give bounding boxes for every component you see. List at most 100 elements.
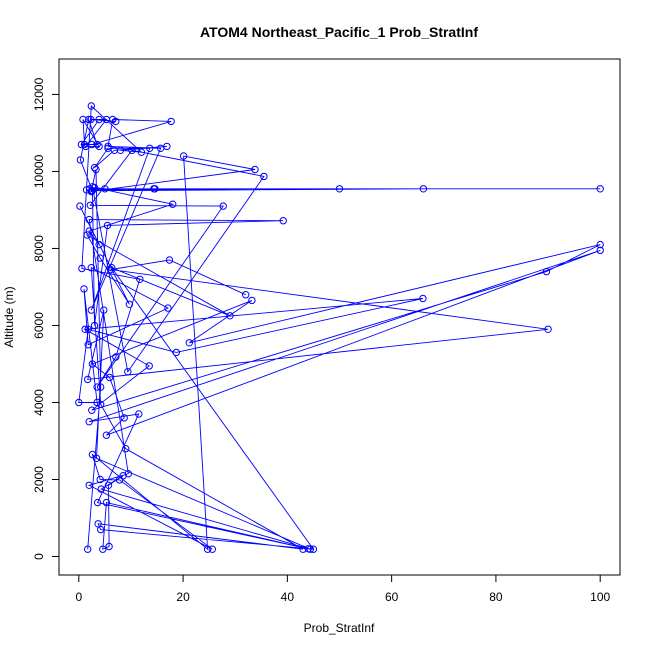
data-point xyxy=(251,165,259,174)
data-point xyxy=(99,545,107,553)
data-point xyxy=(106,265,115,274)
data-point xyxy=(112,353,120,361)
x-tick-label: 60 xyxy=(385,590,399,604)
data-point xyxy=(115,476,124,484)
data-point xyxy=(104,142,112,151)
data-point xyxy=(96,475,104,484)
data-point xyxy=(128,146,136,155)
data-point xyxy=(104,144,112,153)
data-point xyxy=(112,117,120,126)
series-layer xyxy=(75,102,604,553)
x-tick-label: 100 xyxy=(590,590,610,604)
y-axis: 0 2000 4000 6000 8000 10000 12000 xyxy=(32,77,60,560)
data-point xyxy=(96,254,104,262)
data-point xyxy=(299,545,307,553)
data-point xyxy=(145,362,153,370)
data-point xyxy=(90,163,99,172)
data-point xyxy=(167,117,175,126)
data-point xyxy=(84,545,92,553)
data-point xyxy=(108,264,116,272)
data-point xyxy=(76,202,84,210)
data-point xyxy=(87,264,96,272)
data-point xyxy=(86,185,94,193)
data-point xyxy=(102,115,111,124)
data-point xyxy=(97,400,105,409)
y-tick-label: 0 xyxy=(32,553,46,560)
data-point xyxy=(100,306,108,314)
y-tick-label: 6000 xyxy=(32,312,46,339)
y-tick-label: 4000 xyxy=(32,389,46,416)
data-point xyxy=(93,398,101,407)
data-point xyxy=(105,373,114,382)
data-point xyxy=(93,383,101,391)
data-point xyxy=(124,470,133,478)
data-point xyxy=(77,140,86,149)
data-point xyxy=(146,144,154,153)
data-point xyxy=(309,545,318,553)
data-point xyxy=(88,450,97,459)
data-point xyxy=(94,520,102,528)
data-point xyxy=(596,240,604,249)
y-tick-label: 10000 xyxy=(32,154,46,188)
data-point xyxy=(242,291,250,299)
data-point xyxy=(84,341,92,349)
x-tick-label: 20 xyxy=(176,590,190,604)
data-point xyxy=(119,472,127,480)
data-point xyxy=(157,144,165,153)
x-tick-label: 0 xyxy=(75,590,82,604)
data-point xyxy=(306,545,314,553)
y-tick-label: 2000 xyxy=(32,466,46,493)
data-point xyxy=(122,445,130,453)
x-tick-label: 40 xyxy=(281,590,295,604)
data-point xyxy=(82,186,91,194)
data-point xyxy=(169,200,177,208)
data-point xyxy=(125,300,134,308)
x-axis: 0 20 40 60 80 100 xyxy=(75,574,611,604)
data-point xyxy=(226,312,234,320)
data-point xyxy=(87,115,95,124)
data-point xyxy=(97,383,105,391)
data-point xyxy=(102,498,111,507)
data-point xyxy=(97,485,105,493)
data-point xyxy=(596,185,604,193)
data-point xyxy=(80,140,89,149)
data-point xyxy=(136,275,144,283)
data-point xyxy=(87,306,96,314)
data-point xyxy=(260,172,268,181)
y-tick-label: 8000 xyxy=(32,235,46,262)
data-point xyxy=(81,325,89,333)
x-tick-label: 80 xyxy=(489,590,503,604)
data-point xyxy=(219,202,227,210)
data-point xyxy=(102,431,111,439)
data-point xyxy=(92,165,100,174)
data-point xyxy=(92,454,101,462)
data-point xyxy=(104,481,113,489)
data-point xyxy=(85,115,93,124)
data-point xyxy=(120,414,128,422)
data-point xyxy=(95,240,103,249)
data-point xyxy=(203,545,212,553)
data-point xyxy=(137,148,146,156)
data-point xyxy=(135,410,143,418)
data-point xyxy=(85,418,93,426)
data-point xyxy=(78,264,86,273)
data-point xyxy=(84,325,92,333)
y-tick-label: 12000 xyxy=(32,77,46,111)
data-point xyxy=(419,185,428,193)
data-point xyxy=(248,296,256,305)
data-point xyxy=(93,140,101,149)
data-point xyxy=(80,285,88,293)
data-point xyxy=(90,183,99,192)
data-point xyxy=(105,542,113,551)
data-point xyxy=(179,152,188,160)
data-point xyxy=(335,185,344,193)
data-point xyxy=(419,294,427,303)
data-point xyxy=(81,142,90,151)
data-point xyxy=(279,217,287,225)
y-axis-label: Altitude (m) xyxy=(2,286,16,347)
data-point xyxy=(88,360,97,368)
data-point xyxy=(93,498,102,507)
data-point xyxy=(124,368,132,376)
data-point xyxy=(95,142,103,151)
